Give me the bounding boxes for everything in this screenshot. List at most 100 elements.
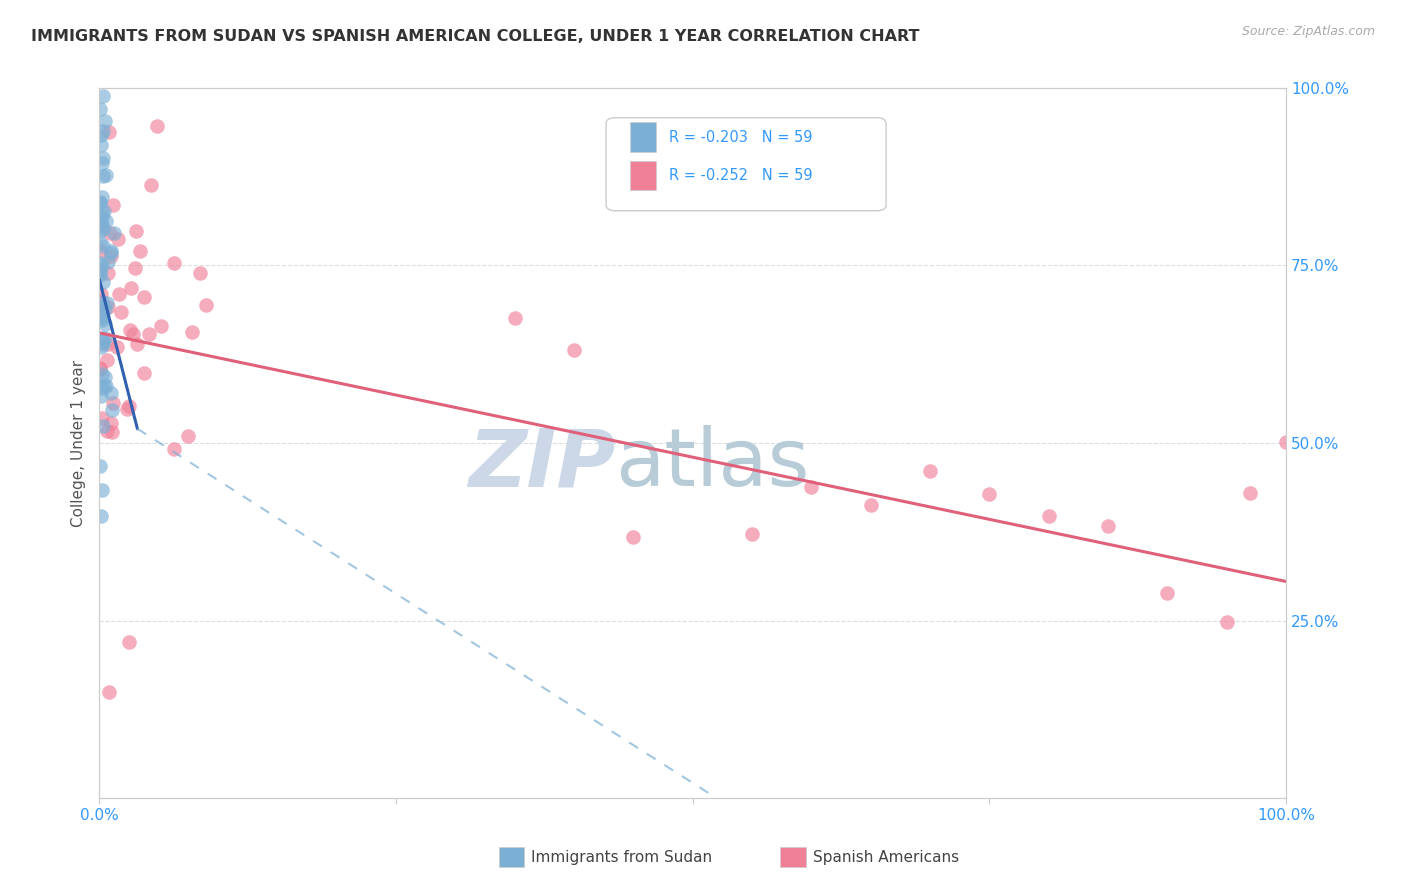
Point (93, 369, 115, 384)
Point (91, 219, 114, 233)
Point (89, 194, 111, 209)
Point (96, 296, 118, 310)
Text: IMMIGRANTS FROM SUDAN VS SPANISH AMERICAN COLLEGE, UNDER 1 YEAR CORRELATION CHAR: IMMIGRANTS FROM SUDAN VS SPANISH AMERICA… (31, 29, 920, 45)
Text: Immigrants from Sudan: Immigrants from Sudan (531, 850, 713, 864)
Point (98, 226, 121, 240)
Point (1239, 485, 1261, 500)
Point (89, 256, 111, 270)
Point (90, 216, 112, 230)
Point (91, 222, 114, 236)
Point (89, 266, 111, 280)
Point (122, 327, 145, 342)
Point (108, 286, 131, 301)
Point (1038, 508, 1060, 523)
Point (90, 330, 112, 344)
Point (110, 305, 132, 319)
FancyBboxPatch shape (630, 122, 657, 152)
Point (741, 527, 763, 541)
Point (139, 178, 162, 193)
Point (90, 381, 112, 395)
Point (98, 125, 121, 139)
Point (93, 203, 115, 218)
Point (89, 362, 111, 376)
Point (91, 334, 114, 349)
Point (1097, 519, 1119, 533)
Point (91, 190, 114, 204)
Point (118, 399, 141, 413)
Point (103, 226, 125, 240)
Text: Source: ZipAtlas.com: Source: ZipAtlas.com (1241, 25, 1375, 38)
Text: R = -0.252   N = 59: R = -0.252 N = 59 (669, 168, 813, 183)
Point (97, 255, 120, 269)
Point (117, 402, 139, 417)
Point (89, 244, 111, 258)
FancyBboxPatch shape (606, 118, 886, 211)
Point (101, 425, 124, 439)
Point (90, 411, 112, 425)
Point (94, 378, 117, 392)
Point (125, 224, 148, 238)
Point (90, 389, 112, 403)
Point (94, 317, 117, 331)
Point (96, 424, 118, 438)
Point (118, 323, 141, 337)
Point (138, 326, 160, 341)
Point (118, 635, 141, 649)
Point (562, 343, 585, 357)
Point (90, 287, 112, 301)
Point (1156, 586, 1178, 600)
Point (97, 337, 120, 351)
Point (1215, 615, 1237, 630)
Point (100, 248, 122, 262)
Point (91, 258, 114, 272)
Point (146, 119, 169, 133)
Point (107, 231, 129, 245)
Point (103, 396, 125, 410)
Point (90, 483, 112, 498)
Point (180, 325, 202, 339)
Point (89, 236, 111, 251)
FancyBboxPatch shape (630, 161, 657, 190)
Point (621, 530, 644, 544)
Point (979, 486, 1001, 500)
Point (96, 353, 118, 368)
Point (91, 418, 114, 433)
Point (97, 684, 120, 698)
Point (93, 302, 115, 317)
Point (89, 128, 111, 142)
Point (100, 244, 122, 258)
Point (91, 124, 114, 138)
Point (90, 340, 112, 354)
Point (89, 263, 111, 277)
Point (94, 214, 117, 228)
Point (89, 195, 111, 210)
Point (91, 151, 114, 165)
Point (1275, 435, 1298, 450)
Point (105, 340, 128, 354)
Point (94, 113, 117, 128)
Point (93, 88, 115, 103)
Point (100, 385, 122, 400)
Point (90, 367, 112, 381)
Text: ZIP: ZIP (468, 425, 616, 503)
Point (163, 255, 186, 269)
Point (195, 298, 218, 312)
Point (91, 306, 114, 320)
Text: R = -0.203   N = 59: R = -0.203 N = 59 (669, 129, 813, 145)
Point (93, 379, 115, 393)
Point (91, 156, 114, 170)
Point (97, 266, 120, 280)
Point (129, 244, 152, 258)
Point (859, 498, 882, 512)
Point (101, 403, 124, 417)
Point (162, 442, 184, 456)
Point (124, 260, 146, 275)
Point (91, 295, 114, 310)
Point (120, 281, 142, 295)
Text: atlas: atlas (616, 425, 810, 503)
Point (90, 313, 112, 327)
Point (127, 337, 149, 351)
Point (91, 310, 114, 325)
Text: Spanish Americans: Spanish Americans (813, 850, 959, 864)
Point (91, 336, 114, 351)
